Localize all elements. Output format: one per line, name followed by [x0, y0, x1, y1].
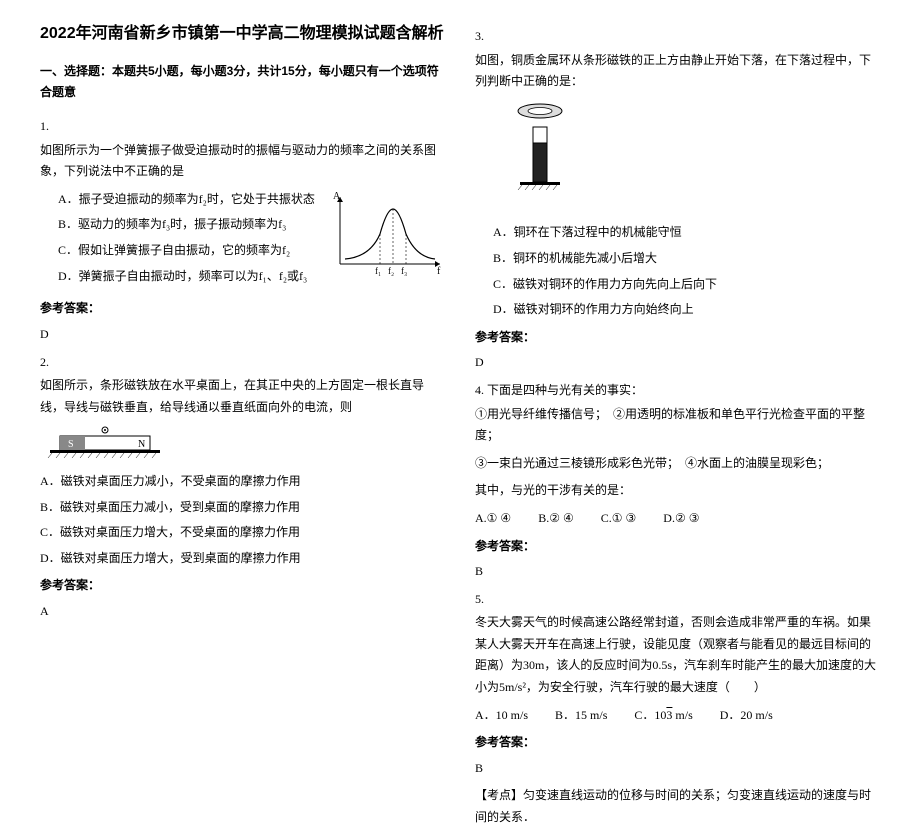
svg-text:f₁: f₁ — [375, 266, 381, 276]
q5-kaodian: 【考点】匀变速直线运动的位移与时间的关系；匀变速直线运动的速度与时间的关系． — [475, 785, 880, 828]
q1-answer: D — [40, 324, 445, 346]
q4-option-d: D.② ③ — [663, 511, 699, 525]
q1-number: 1. — [40, 116, 445, 138]
section-heading: 一、选择题：本题共5小题，每小题3分，共计15分，每小题只有一个选项符合题意 — [40, 61, 445, 104]
q5-answer: B — [475, 758, 880, 780]
doc-title: 2022年河南省新乡市镇第一中学高二物理模拟试题含解析 — [40, 20, 445, 49]
q3-option-a: A．铜环在下落过程中的机械能守恒 — [493, 222, 880, 244]
q2-option-a: A．磁铁对桌面压力减小，不受桌面的摩擦力作用 — [40, 471, 445, 493]
ring-magnet-icon — [505, 99, 575, 209]
left-column: 2022年河南省新乡市镇第一中学高二物理模拟试题含解析 一、选择题：本题共5小题… — [25, 20, 460, 631]
q4-line2: ③一束白光通过三棱镜形成彩色光带； ④水面上的油膜呈现彩色； — [475, 453, 880, 475]
q4-answer: B — [475, 561, 880, 583]
q3-option-c: C．磁铁对铜环的作用力方向先向上后向下 — [493, 274, 880, 296]
q3-answer-label: 参考答案： — [475, 327, 880, 349]
q1-figure: A f f₁ f₂ f₃ — [325, 189, 445, 287]
q5-text: 冬天大雾天气的时候高速公路经常封道，否则会造成非常严重的车祸。如果某人大雾天开车… — [475, 612, 880, 698]
q4-line1: ①用光导纤维传播信号； ②用透明的标准板和单色平行光检查平面的平整度； — [475, 404, 880, 447]
svg-text:N: N — [138, 439, 145, 450]
q3-figure — [505, 99, 880, 217]
q2-answer: A — [40, 601, 445, 623]
svg-text:A: A — [333, 191, 341, 202]
q5-option-a: A．10 m/s — [475, 708, 528, 722]
q3-number: 3. — [475, 26, 880, 48]
q5-answer-label: 参考答案： — [475, 732, 880, 754]
q2-figure: S N — [40, 424, 445, 467]
q5-option-c: C．103 m/s — [634, 708, 692, 722]
q4-number: 4. 下面是四种与光有关的事实： — [475, 380, 880, 402]
q1-answer-label: 参考答案： — [40, 298, 445, 320]
svg-text:f: f — [437, 266, 441, 277]
curve-graph-icon: A f f₁ f₂ f₃ — [325, 189, 445, 279]
q4-answer-label: 参考答案： — [475, 536, 880, 558]
q2-option-d: D．磁铁对桌面压力增大，受到桌面的摩擦力作用 — [40, 548, 445, 570]
svg-text:f₂: f₂ — [388, 266, 394, 276]
q3-option-b: B．铜环的机械能先减小后增大 — [493, 248, 880, 270]
q2-text: 如图所示，条形磁铁放在水平桌面上，在其正中央的上方固定一根长直导线，导线与磁铁垂… — [40, 375, 445, 418]
q3-option-d: D．磁铁对铜环的作用力方向始终向上 — [493, 299, 880, 321]
q5-option-b: B．15 m/s — [555, 708, 607, 722]
q1-text: 如图所示为一个弹簧振子做受迫振动时的振幅与驱动力的频率之间的关系图象，下列说法中… — [40, 140, 445, 183]
q4-option-b: B.② ④ — [538, 511, 574, 525]
right-column: 3. 如图，铜质金属环从条形磁铁的正上方由静止开始下落，在下落过程中，下列判断中… — [460, 20, 895, 631]
q2-number: 2. — [40, 352, 445, 374]
q5-options: A．10 m/s B．15 m/s C．103 m/s D．20 m/s — [475, 705, 880, 727]
svg-text:f₃: f₃ — [401, 266, 407, 276]
q3-answer: D — [475, 352, 880, 374]
q4-line3: 其中，与光的干涉有关的是： — [475, 480, 880, 502]
q5-option-d: D．20 m/s — [720, 708, 773, 722]
q4-option-c: C.① ③ — [601, 511, 637, 525]
q5-number: 5. — [475, 589, 880, 611]
q2-option-c: C．磁铁对桌面压力增大，不受桌面的摩擦力作用 — [40, 522, 445, 544]
q4-option-a: A.① ④ — [475, 511, 511, 525]
q2-answer-label: 参考答案： — [40, 575, 445, 597]
q2-option-b: B．磁铁对桌面压力减小，受到桌面的摩擦力作用 — [40, 497, 445, 519]
q3-text: 如图，铜质金属环从条形磁铁的正上方由静止开始下落，在下落过程中，下列判断中正确的… — [475, 50, 880, 93]
magnet-bar-icon: S N — [40, 424, 170, 459]
q4-options: A.① ④ B.② ④ C.① ③ D.② ③ — [475, 508, 880, 530]
svg-text:S: S — [68, 439, 74, 450]
